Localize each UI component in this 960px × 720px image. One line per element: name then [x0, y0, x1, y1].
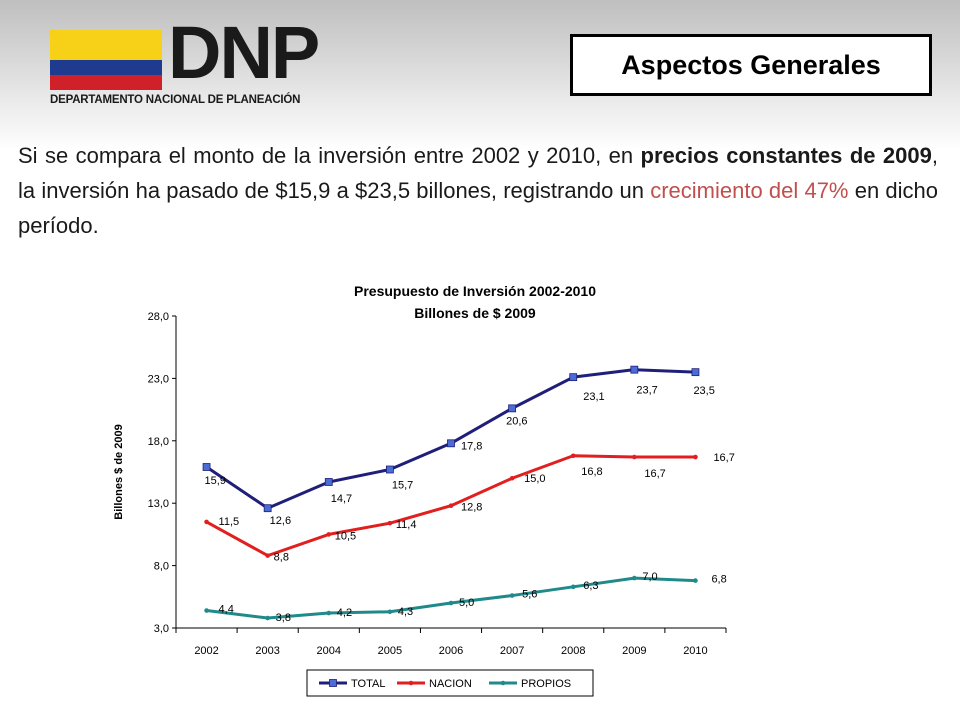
- data-label: 11,5: [219, 516, 240, 528]
- data-label: 6,3: [583, 580, 598, 592]
- data-label: 12,6: [270, 515, 291, 527]
- data-point: [324, 478, 333, 486]
- x-tick-label: 2003: [255, 645, 279, 657]
- data-label: 10,5: [335, 530, 356, 542]
- chart-title: Presupuesto de Inversión 2002-2010: [354, 283, 596, 299]
- data-label: 14,7: [331, 493, 352, 505]
- data-label: 16,7: [644, 468, 665, 480]
- legend-box: [306, 669, 594, 697]
- data-point: [387, 520, 393, 526]
- data-point: [265, 615, 270, 621]
- text-bold: precios constantes de 2009: [640, 143, 932, 168]
- colombia-flag-icon: [50, 30, 162, 90]
- summary-paragraph: Si se compara el monto de la inversión e…: [18, 138, 938, 243]
- y-tick-label: 3,0: [154, 623, 169, 635]
- legend-marker: [408, 680, 414, 686]
- y-tick-label: 23,0: [148, 373, 169, 385]
- data-label: 8,8: [274, 552, 289, 564]
- data-point: [263, 504, 272, 513]
- legend-label: PROPIOS: [521, 678, 571, 690]
- data-label: 5,0: [459, 597, 474, 609]
- text-part-1: Si se compara el monto de la inversión e…: [18, 143, 641, 168]
- y-tick-label: 28,0: [148, 311, 169, 323]
- x-tick-label: 2007: [500, 645, 524, 657]
- data-point: [326, 610, 332, 616]
- data-label: 15,9: [205, 475, 226, 487]
- data-label: 15,0: [524, 473, 545, 485]
- logo-text: DNP: [168, 11, 320, 94]
- data-point: [204, 608, 209, 613]
- data-label: 23,7: [636, 385, 657, 397]
- section-title: Aspectos Generales: [570, 34, 932, 96]
- y-tick-label: 18,0: [148, 436, 169, 448]
- x-tick-label: 2004: [317, 645, 341, 657]
- logo-subtitle: DEPARTAMENTO NACIONAL DE PLANEACIÓN: [50, 94, 301, 106]
- data-point: [265, 553, 270, 558]
- data-label: 4,2: [337, 607, 352, 619]
- y-axis-label: Billones $ de 2009: [113, 424, 125, 519]
- legend-label: TOTAL: [351, 678, 385, 690]
- data-label: 15,7: [392, 480, 413, 492]
- data-point: [691, 368, 700, 377]
- data-point: [569, 373, 578, 382]
- x-tick-label: 2008: [561, 645, 585, 657]
- text-part-3: en dicho período.: [18, 178, 938, 238]
- legend-label: NACION: [429, 678, 472, 690]
- data-label: 4,4: [219, 604, 234, 616]
- data-point: [447, 439, 455, 448]
- x-tick-label: 2005: [378, 645, 402, 657]
- data-point: [630, 365, 639, 374]
- x-tick-label: 2002: [194, 645, 218, 657]
- data-point: [693, 454, 698, 460]
- data-point: [326, 532, 332, 537]
- data-point: [570, 584, 576, 590]
- x-tick-label: 2009: [622, 645, 646, 657]
- text-red: crecimiento del 47%: [650, 178, 849, 203]
- series-line-total: [205, 368, 696, 510]
- data-label: 7,0: [642, 571, 657, 583]
- data-point: [632, 575, 637, 581]
- data-label: 3,8: [276, 612, 291, 624]
- data-point: [509, 475, 515, 481]
- x-tick-label: 2010: [683, 645, 707, 657]
- y-tick-label: 13,0: [148, 498, 169, 510]
- data-point: [693, 578, 698, 583]
- data-point: [508, 404, 517, 413]
- data-point: [204, 519, 209, 525]
- data-point: [448, 600, 454, 606]
- legend-marker: [500, 680, 506, 686]
- data-label: 20,6: [506, 415, 527, 427]
- x-tick-label: 2006: [439, 645, 463, 657]
- data-label: 6,8: [711, 574, 726, 586]
- data-label: 16,7: [713, 452, 734, 464]
- data-label: 11,4: [396, 519, 417, 531]
- dnp-logo: DNP DEPARTAMENTO NACIONAL DE PLANEACIÓN: [50, 16, 320, 116]
- data-point: [387, 609, 393, 615]
- data-point: [570, 453, 576, 459]
- text-part-2: , la inversión ha pasado de $15,9 a $23,…: [18, 143, 938, 203]
- data-label: 23,5: [693, 385, 714, 397]
- chart-subtitle: Billones de $ 2009: [414, 305, 536, 321]
- data-label: 12,8: [461, 502, 482, 514]
- data-point: [448, 503, 454, 508]
- data-label: 23,1: [583, 391, 604, 403]
- y-tick-label: 8,0: [154, 561, 169, 573]
- data-point: [385, 465, 394, 474]
- data-point: [202, 463, 211, 471]
- legend-marker: [329, 679, 337, 687]
- data-point: [632, 454, 637, 460]
- chart-title-block: Presupuesto de Inversión 2002-2010 Billo…: [175, 280, 775, 324]
- data-label: 5,6: [522, 589, 537, 601]
- data-point: [509, 593, 515, 598]
- data-label: 16,8: [581, 466, 602, 478]
- data-label: 17,8: [461, 440, 482, 452]
- data-label: 4,3: [398, 606, 413, 618]
